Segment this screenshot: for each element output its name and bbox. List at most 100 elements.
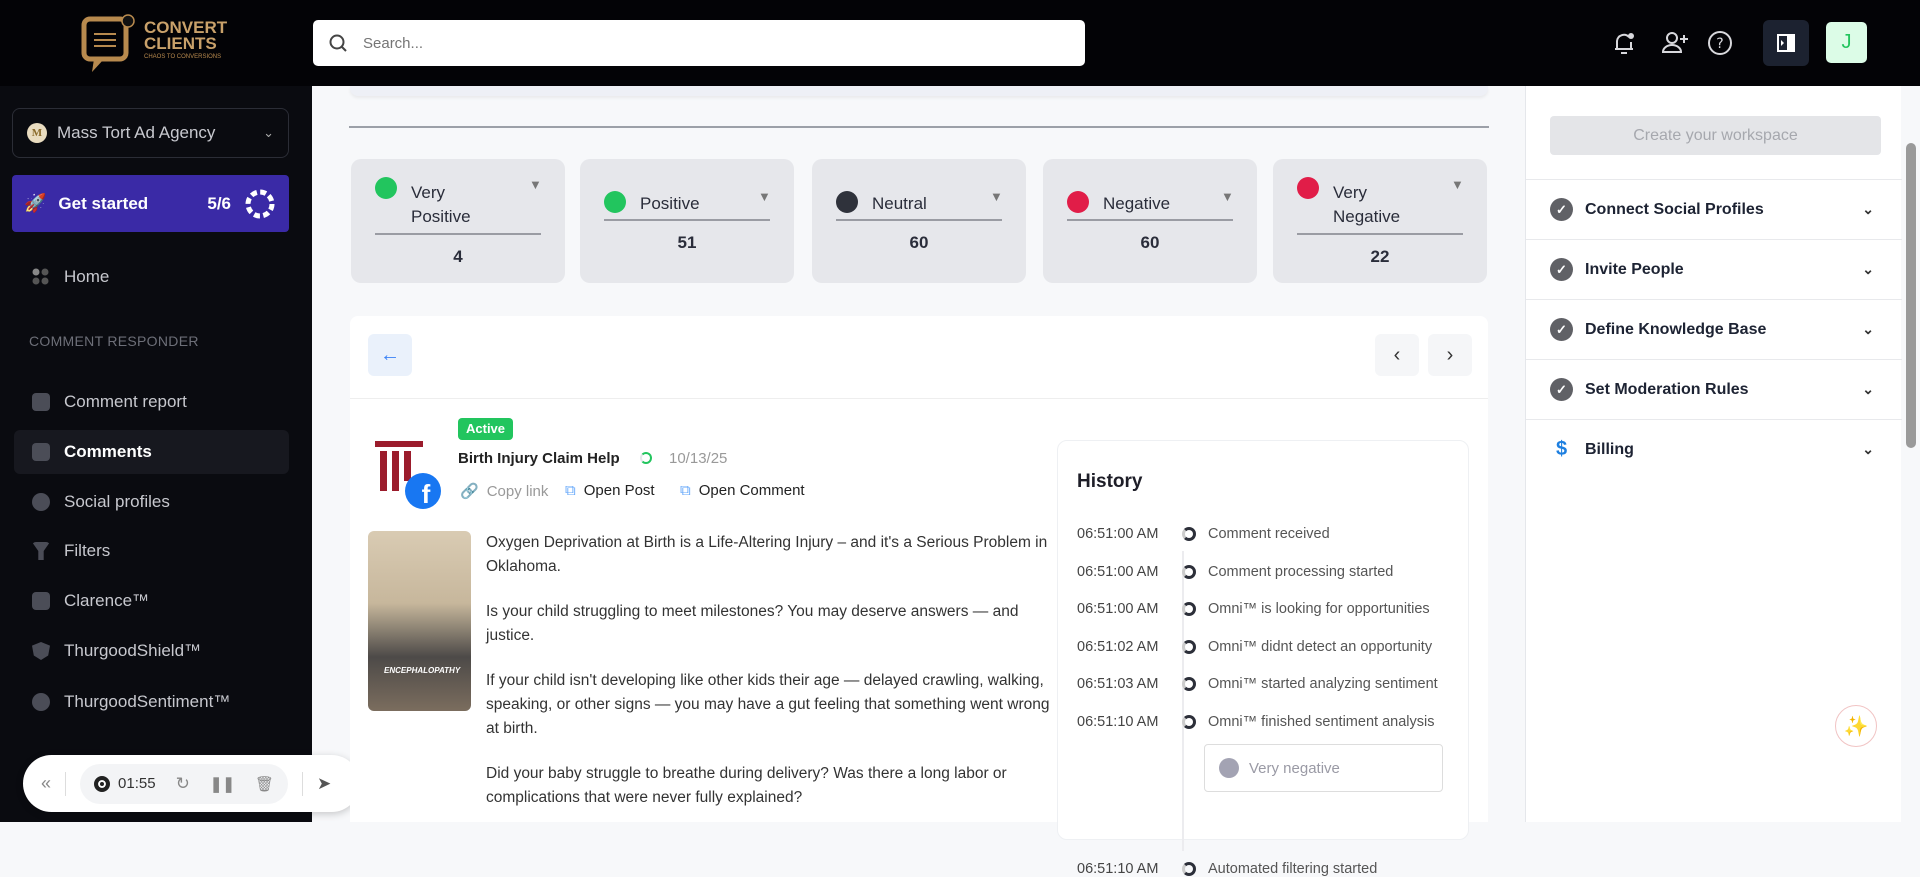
divider (349, 126, 1489, 128)
collapse-icon[interactable]: « (41, 773, 52, 793)
comment-nav-row: ← ‹ › (350, 316, 1488, 398)
svg-text:?: ? (1716, 36, 1723, 52)
divider (65, 771, 67, 796)
post-thumbnail[interactable]: ENCEPHALOPATHY (368, 531, 471, 711)
event-time: 06:51:10 AM (1077, 861, 1159, 877)
filter-icon[interactable]: ▼ (529, 177, 542, 192)
sentiment-card-very-positive[interactable]: Very Positive ▼ 4 (351, 159, 565, 283)
sidebar-item-label: Comment report (64, 392, 187, 411)
sentiment-count: 51 (677, 233, 697, 252)
sentiment-label: Very Negative (1333, 183, 1401, 226)
sidebar-item-filters[interactable]: Filters (14, 529, 289, 573)
sentiment-card-very-negative[interactable]: Very Negative ▼ 22 (1273, 159, 1487, 283)
sentiment-card-negative[interactable]: Negative ▼ 60 (1043, 159, 1257, 283)
open-comment-link[interactable]: ⧉ Open Comment (680, 482, 805, 499)
pdf-icon[interactable]: ✨ (1835, 705, 1877, 747)
sidebar-item-thurgoodsentiment[interactable]: ThurgoodSentiment™ (14, 680, 289, 724)
search-bar[interactable] (313, 20, 1085, 66)
billing-icon: $ (1555, 438, 1568, 460)
filter-icon[interactable]: ▼ (758, 189, 771, 204)
step-label: Define Knowledge Base (1585, 320, 1767, 338)
onboarding-step[interactable]: ✓ Invite People ⌄ (1526, 239, 1902, 299)
trash-icon[interactable]: 🗑 (254, 775, 274, 793)
sentiment-card-neutral[interactable]: Neutral ▼ 60 (812, 159, 1026, 283)
filter-icon[interactable]: ▼ (990, 189, 1003, 204)
event-time: 06:51:02 AM (1077, 638, 1159, 655)
post-page-name: Birth Injury Claim Help (458, 450, 620, 467)
chevron-down-icon: ⌄ (263, 125, 274, 140)
sentiment-card-positive[interactable]: Positive ▼ 51 (580, 159, 794, 283)
scrollbar[interactable] (1906, 143, 1916, 448)
sentiment-result-label: Very negative (1249, 759, 1340, 777)
sidebar-item-label: Home (64, 267, 110, 286)
add-user-icon[interactable] (1660, 28, 1690, 58)
sentiment-face-icon (836, 191, 858, 213)
pause-icon[interactable]: ❚❚ (209, 775, 235, 793)
link-icon: 🔗 (460, 483, 479, 500)
create-workspace-button[interactable]: Create your workspace (1550, 116, 1881, 155)
workspace-selector[interactable]: M Mass Tort Ad Agency ⌄ (12, 108, 289, 158)
workspace-name: Mass Tort Ad Agency (57, 123, 216, 142)
stop-icon[interactable] (94, 775, 111, 792)
chevron-down-icon: ⌄ (1862, 201, 1874, 217)
history-event: 06:51:02 AM Omni™ didnt detect an opportu… (1077, 639, 1432, 655)
open-post-link[interactable]: ⧉ Open Post (565, 482, 655, 499)
search-input[interactable] (363, 34, 1013, 52)
shield-icon (32, 642, 50, 660)
status-circle-icon (1182, 527, 1196, 541)
get-started-label: Get started (58, 193, 149, 213)
open-post-label: Open Post (583, 482, 655, 499)
toggle-panel-button[interactable] (1763, 20, 1809, 66)
restart-icon[interactable]: ↻ (175, 773, 190, 793)
divider (1067, 219, 1233, 221)
open-comment-label: Open Comment (698, 482, 805, 499)
sentiment-face-icon (604, 191, 626, 213)
event-text: Omni™ didnt detect an opportunity (1208, 638, 1433, 655)
thumbnail-caption: ENCEPHALOPATHY (384, 666, 461, 675)
cursor-icon[interactable]: ➤ (317, 773, 332, 793)
filter-icon[interactable]: ▼ (1451, 177, 1464, 192)
recorder-controls: 01:55 ↻ ❚❚ 🗑 (80, 763, 288, 804)
sidebar-item-comments[interactable]: Comments (14, 430, 289, 474)
post-date: 10/13/25 (669, 450, 728, 467)
history-event: 06:51:00 AM Comment received (1077, 526, 1330, 542)
filter-icon[interactable]: ▼ (1221, 189, 1234, 204)
sidebar-item-home[interactable]: Home (14, 255, 289, 299)
top-header: CONVERT CLIENTS CHAOS TO CONVERSIONS ? J (0, 0, 1920, 86)
sidebar: M Mass Tort Ad Agency ⌄ 🚀 Get started 5/… (0, 86, 312, 822)
chevron-down-icon: ⌄ (1862, 441, 1874, 457)
sentiment-result: Very negative (1204, 744, 1443, 792)
sentiment-face-icon (1067, 191, 1089, 213)
step-label: Connect Social Profiles (1585, 200, 1764, 218)
progress-count: 5/6 (207, 193, 231, 213)
previous-comment-button[interactable]: ‹ (1375, 334, 1419, 376)
divider (604, 219, 770, 221)
sidebar-item-thurgoodshield[interactable]: ThurgoodShield™ (14, 629, 289, 673)
status-circle-icon (1182, 862, 1196, 876)
sentiment-face-icon (1297, 177, 1319, 199)
next-comment-button[interactable]: › (1428, 334, 1472, 376)
onboarding-step[interactable]: ✓ Set Moderation Rules ⌄ (1526, 359, 1902, 419)
logo[interactable]: CONVERT CLIENTS CHAOS TO CONVERSIONS (80, 14, 240, 76)
history-panel: History 06:51:00 AM Comment received 06:51… (1057, 440, 1469, 877)
sidebar-item-comment-report[interactable]: Comment report (14, 380, 289, 424)
history-title: History (1077, 471, 1143, 492)
onboarding-step[interactable]: ✓ Connect Social Profiles ⌄ (1526, 179, 1902, 239)
copy-link-button[interactable]: 🔗 Copy link (460, 482, 548, 501)
user-avatar[interactable]: J (1826, 22, 1867, 63)
check-circle-icon: ✓ (1550, 318, 1573, 341)
bell-icon[interactable] (1609, 28, 1639, 58)
onboarding-step[interactable]: $ Billing ⌄ (1526, 419, 1902, 479)
sidebar-item-label: ThurgoodShield™ (64, 641, 202, 660)
sidebar-item-clarence[interactable]: Clarence™ (14, 579, 289, 623)
help-icon[interactable]: ? (1705, 28, 1735, 58)
sidebar-item-social-profiles[interactable]: Social profiles (14, 480, 289, 524)
smile-icon (32, 693, 50, 711)
sidebar-item-label: Comments (64, 442, 152, 461)
back-button[interactable]: ← (368, 334, 412, 376)
chat-icon (32, 592, 50, 610)
get-started-button[interactable]: 🚀 Get started 5/6 (12, 175, 289, 232)
onboarding-step[interactable]: ✓ Define Knowledge Base ⌄ (1526, 299, 1902, 359)
divider (1297, 233, 1463, 235)
step-label: Invite People (1585, 260, 1684, 278)
